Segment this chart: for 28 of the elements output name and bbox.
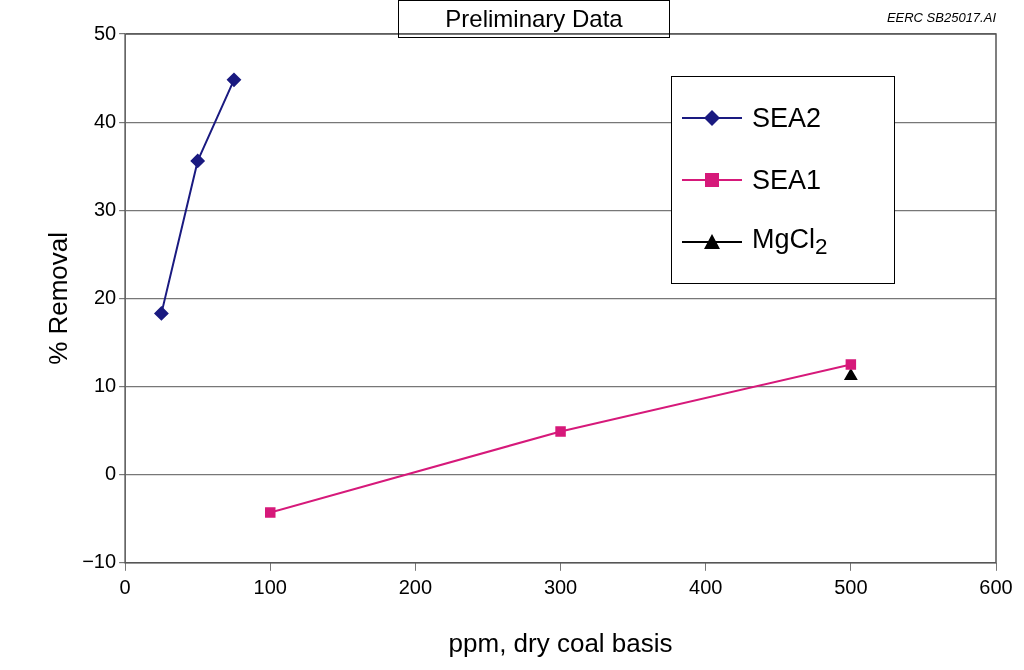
y-tick-label: 40 bbox=[93, 109, 117, 132]
point bbox=[190, 153, 205, 168]
x-tick-label: 600 bbox=[979, 576, 1013, 599]
y-tick-label: 50 bbox=[93, 21, 117, 44]
y-tick-label: 30 bbox=[93, 197, 117, 220]
y-axis-title: % Removal bbox=[42, 231, 73, 365]
point bbox=[844, 368, 858, 380]
point bbox=[555, 426, 566, 437]
x-axis-title: ppm, dry coal basis bbox=[448, 627, 673, 658]
y-tick-label: −10 bbox=[82, 550, 117, 573]
point bbox=[226, 72, 241, 87]
y-tick-label: 20 bbox=[93, 285, 117, 308]
x-tick-label: 500 bbox=[834, 576, 868, 599]
x-tick-label: 400 bbox=[689, 576, 723, 599]
point bbox=[265, 507, 276, 518]
point bbox=[845, 359, 857, 370]
chart-title: Preliminary Data bbox=[398, 0, 670, 38]
y-tick-label: 0 bbox=[105, 462, 117, 485]
legend-label: MgCl$_{2}$ bbox=[752, 223, 828, 261]
text: EERC SB25017.AI bbox=[886, 10, 996, 25]
x-tick-label: 200 bbox=[398, 576, 433, 599]
y-tick-label: 10 bbox=[93, 374, 117, 397]
x-tick-label: 100 bbox=[253, 576, 287, 599]
x-tick-label: 300 bbox=[543, 576, 578, 599]
x-tick-label: 0 bbox=[119, 576, 131, 599]
point bbox=[154, 306, 169, 321]
legend-label: SEA1 bbox=[752, 164, 822, 196]
legend-label: SEA2 bbox=[752, 102, 822, 134]
